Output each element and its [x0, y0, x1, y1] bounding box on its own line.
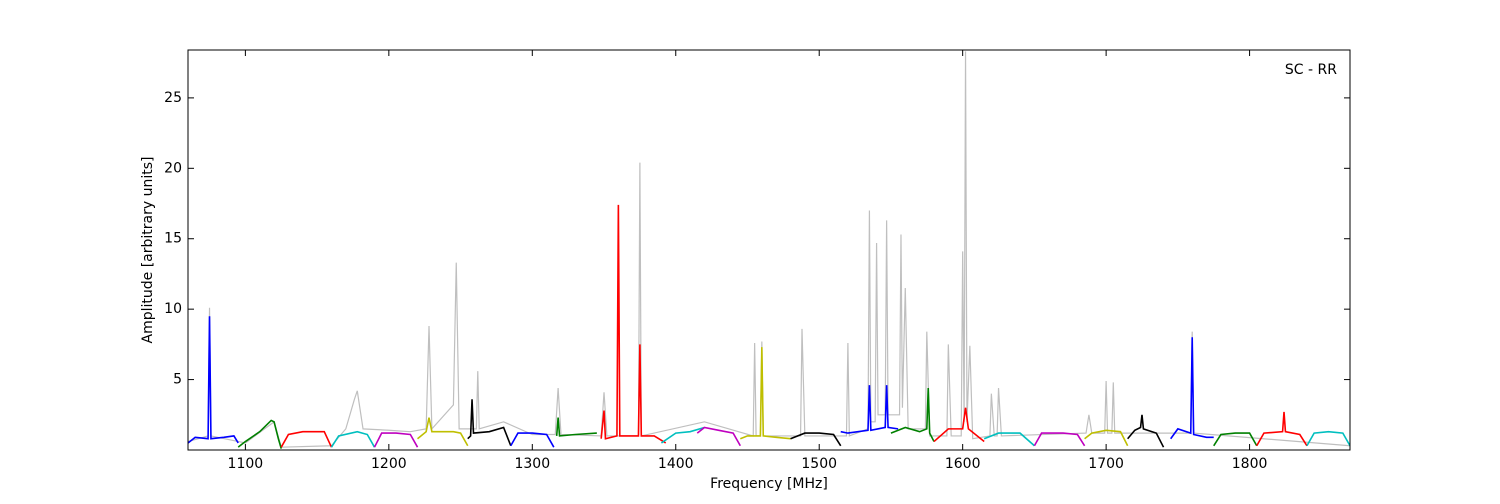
spectrum-line — [510, 432, 555, 448]
spectrum-line — [188, 51, 1350, 448]
plot-frame — [187, 49, 1351, 451]
spectrum-line — [790, 432, 842, 447]
spectrum-line — [696, 426, 742, 447]
spectrum-line — [1084, 429, 1129, 447]
spectrum-line — [373, 432, 419, 448]
spectrum-line — [330, 430, 376, 448]
spectrum-line — [417, 417, 469, 447]
x-tick-label: 1400 — [658, 456, 694, 472]
spectrum-line — [1033, 432, 1086, 447]
spectrum-line — [280, 430, 333, 448]
x-tick-label: 1200 — [371, 456, 407, 472]
spectrum-line — [840, 385, 899, 434]
y-axis-label: Amplitude [arbitrary units] — [140, 157, 156, 344]
spectrum-line — [890, 388, 935, 442]
spectrum-line — [740, 347, 791, 440]
x-tick-label: 1300 — [514, 456, 550, 472]
y-tick-label: 5 — [173, 372, 182, 388]
spectrum-line — [467, 399, 512, 447]
annotation: SC - RR — [1285, 62, 1337, 78]
spectrum-line — [1127, 414, 1165, 448]
spectrum-line — [933, 407, 985, 443]
y-tick-label: 20 — [164, 160, 182, 176]
spectrum-line — [1213, 432, 1258, 447]
x-tick-label: 1600 — [945, 456, 981, 472]
spectrum-line — [188, 316, 239, 444]
spectrum-line — [1306, 430, 1350, 447]
spectrum-line — [237, 419, 283, 449]
x-tick-label: 1500 — [801, 456, 837, 472]
spectrum-line — [983, 432, 1035, 447]
spectrum-line — [600, 204, 667, 444]
x-axis-label: Frequency [MHz] — [710, 476, 828, 492]
spectrum-line — [1256, 411, 1308, 447]
spectrum-line — [555, 417, 597, 437]
y-tick-label: 25 — [164, 90, 182, 106]
x-tick-label: 1700 — [1088, 456, 1124, 472]
y-tick-label: 15 — [164, 231, 182, 247]
spectrum-line — [660, 426, 705, 444]
spectrum-line — [1170, 337, 1214, 440]
x-tick-label: 1100 — [228, 456, 264, 472]
x-tick-label: 1800 — [1232, 456, 1268, 472]
y-tick-label: 10 — [164, 301, 182, 317]
